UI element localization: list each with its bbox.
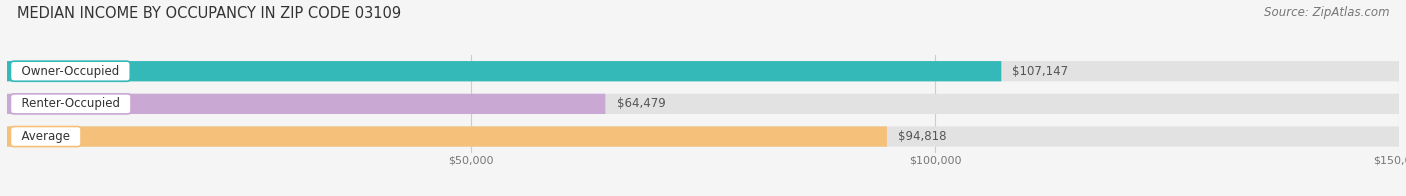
Text: $94,818: $94,818 <box>898 130 946 143</box>
Text: Renter-Occupied: Renter-Occupied <box>14 97 128 110</box>
Text: $107,147: $107,147 <box>1012 65 1069 78</box>
FancyBboxPatch shape <box>7 94 1399 114</box>
FancyBboxPatch shape <box>7 61 1001 81</box>
Text: MEDIAN INCOME BY OCCUPANCY IN ZIP CODE 03109: MEDIAN INCOME BY OCCUPANCY IN ZIP CODE 0… <box>17 6 401 21</box>
Text: Average: Average <box>14 130 77 143</box>
FancyBboxPatch shape <box>7 94 606 114</box>
FancyBboxPatch shape <box>7 61 1399 81</box>
Text: Source: ZipAtlas.com: Source: ZipAtlas.com <box>1264 6 1389 19</box>
FancyBboxPatch shape <box>7 126 1399 147</box>
Text: Owner-Occupied: Owner-Occupied <box>14 65 127 78</box>
Text: $64,479: $64,479 <box>616 97 665 110</box>
FancyBboxPatch shape <box>7 126 887 147</box>
